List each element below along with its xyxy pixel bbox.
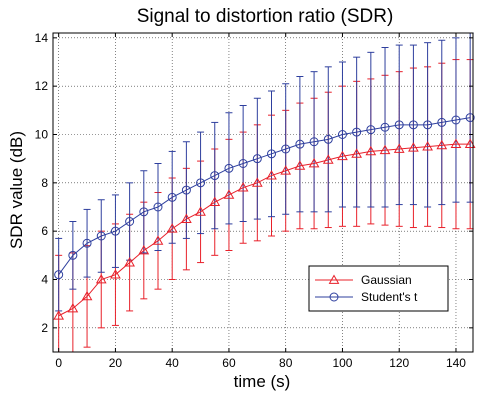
student-s-t-point: [309, 137, 319, 147]
gaussian-point: [237, 182, 249, 192]
gaussian-point: [337, 150, 348, 161]
student-s-t-point: [451, 115, 461, 125]
series-markers: [53, 113, 476, 320]
y-tick-label: 14: [35, 31, 49, 45]
gaussian-point: [195, 206, 206, 216]
gaussian-point: [223, 189, 235, 199]
gaussian-point: [464, 138, 476, 149]
x-tick-label: 40: [166, 356, 180, 370]
gaussian-point: [450, 138, 462, 149]
legend-entry-student-s-t: Student's t: [315, 290, 418, 304]
student-s-t-point: [196, 178, 206, 188]
student-s-t-point: [167, 192, 177, 202]
y-tick-label: 10: [35, 128, 49, 142]
student-s-t-point: [224, 163, 234, 173]
gaussian-point: [166, 223, 178, 233]
student-s-t-point: [68, 250, 78, 260]
gaussian-point: [67, 302, 79, 313]
gaussian-point: [379, 144, 391, 155]
student-s-t-point: [82, 238, 92, 248]
student-s-t-point: [408, 120, 418, 130]
x-tick-label: 100: [332, 356, 352, 370]
student-s-t-point: [423, 120, 433, 130]
legend-marker-triangle: [328, 274, 340, 284]
student-s-t-point: [267, 149, 277, 159]
student-s-t-point: [323, 134, 333, 144]
gaussian-point: [351, 148, 363, 158]
gaussian-point: [138, 244, 150, 255]
y-tick-label: 6: [41, 224, 48, 238]
student-s-t-point: [210, 171, 220, 181]
gaussian-point: [436, 139, 448, 150]
plot-frame: [52, 32, 474, 353]
student-s-t-point: [465, 113, 475, 123]
x-tick-label: 0: [55, 356, 62, 370]
legend: Gaussian Student's t: [308, 265, 449, 312]
student-s-t-point: [366, 125, 376, 135]
student-s-t-point: [110, 226, 120, 236]
y-tick-label: 4: [41, 273, 48, 287]
y-tick-label: 12: [35, 79, 49, 93]
student-s-t-point: [125, 217, 135, 226]
gaussian-point: [110, 269, 121, 279]
student-s-t-point: [394, 120, 404, 130]
legend-entry-gaussian: Gaussian: [315, 273, 412, 287]
gaussian-point: [95, 273, 107, 284]
x-tick-label: 140: [446, 356, 466, 370]
student-s-t-point: [54, 270, 64, 280]
student-s-t-point: [281, 144, 291, 154]
legend-label: Student's t: [361, 290, 418, 304]
student-s-t-point: [139, 207, 149, 217]
gaussian-point: [294, 160, 306, 170]
gaussian-point: [308, 157, 320, 168]
gaussian-point: [251, 177, 263, 187]
gaussian-point: [408, 142, 419, 152]
gaussian-point: [124, 257, 135, 267]
y-tick-label: 2: [41, 321, 48, 335]
gaussian-point: [322, 154, 334, 164]
student-s-t-point: [153, 202, 163, 212]
gaussian-point: [53, 310, 65, 320]
student-s-t-point: [352, 127, 362, 137]
student-s-t-line: [58, 117, 471, 275]
y-tick-label: 8: [41, 176, 48, 190]
legend-label: Gaussian: [361, 273, 412, 287]
student-s-t-point: [96, 231, 106, 241]
chart-title: Signal to distortion ratio (SDR): [137, 6, 394, 27]
x-tick-label: 20: [109, 356, 123, 370]
gaussian-point: [181, 213, 192, 223]
gaussian-point: [393, 143, 405, 153]
student-s-t-point: [295, 139, 305, 149]
gaussian-point: [365, 145, 377, 156]
student-s-t-point: [337, 130, 347, 139]
x-tick-label: 80: [279, 356, 293, 370]
legend-marker-circle: [329, 292, 339, 302]
student-s-t-point: [380, 122, 390, 132]
student-s-t-point: [252, 154, 262, 164]
student-s-t-point: [437, 117, 447, 127]
x-tick-label: 60: [222, 356, 236, 370]
gaussian-point: [152, 235, 164, 245]
x-axis-label: time (s): [234, 372, 291, 391]
y-axis-label: SDR value (dB): [7, 131, 26, 249]
gaussian-point: [266, 170, 277, 180]
student-s-t-point: [238, 159, 248, 168]
gaussian-point: [209, 196, 221, 207]
student-s-t-point: [181, 185, 191, 195]
x-tick-label: 120: [389, 356, 409, 370]
gaussian-point: [422, 141, 433, 151]
gaussian-point: [280, 165, 292, 175]
legend-box: [308, 265, 449, 312]
gaussian-point: [81, 290, 93, 301]
axis-ticks: 0 20 40 60 80 100 120 140 2 4 6 8 10 12 14: [35, 31, 473, 370]
